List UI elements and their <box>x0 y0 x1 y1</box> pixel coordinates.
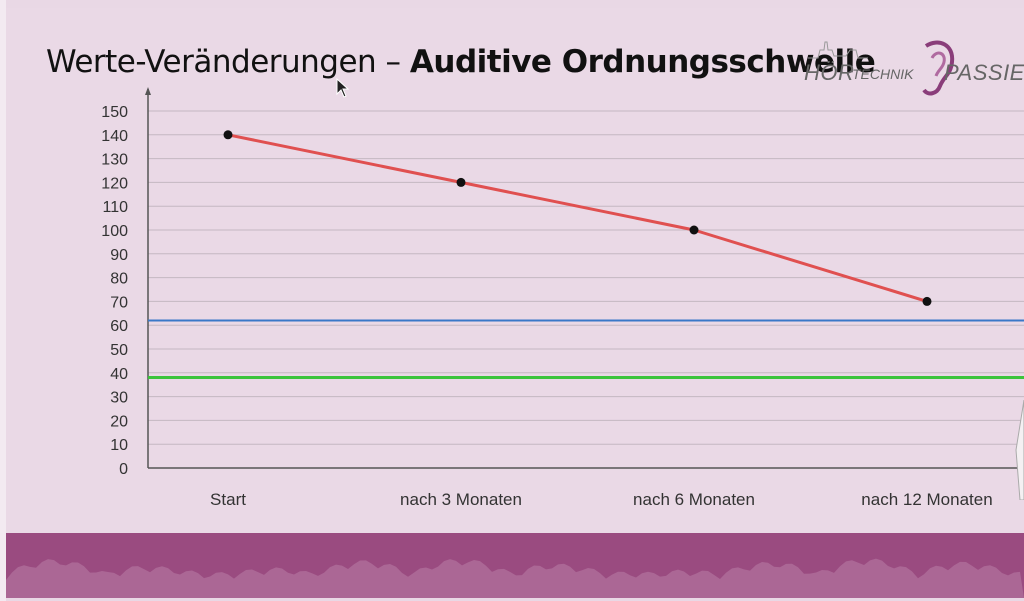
y-tick-label: 140 <box>101 128 128 145</box>
logo: HÖR TECHNIK PASSIEL <box>798 36 1024 106</box>
logo-text-hoer: HÖR <box>804 60 855 85</box>
mouse-cursor-icon <box>336 78 350 98</box>
y-axis-arrow <box>145 87 151 95</box>
data-point <box>223 130 233 140</box>
y-tick-label: 120 <box>101 175 128 192</box>
logo-text-passiel: PASSIEL <box>944 60 1024 85</box>
slide: Werte-Veränderungen – Auditive Ordnungss… <box>6 8 1024 598</box>
data-point <box>922 296 932 306</box>
slide-title: Werte-Veränderungen – Auditive Ordnungss… <box>46 44 876 80</box>
y-tick-label: 90 <box>110 247 128 264</box>
y-tick-label: 20 <box>110 413 128 430</box>
y-tick-label: 10 <box>110 437 128 454</box>
y-tick-label: 0 <box>119 461 128 478</box>
waveform-shape <box>6 558 1024 598</box>
title-bold: Auditive Ordnungsschwelle <box>409 44 876 80</box>
x-tick-label: Start <box>210 490 246 509</box>
y-tick-label: 70 <box>110 294 128 311</box>
x-tick-label: nach 3 Monaten <box>400 490 522 509</box>
title-regular: Werte-Veränderungen – <box>46 44 410 80</box>
y-tick-label: 100 <box>101 223 128 240</box>
pointer-stick-edge <box>1015 400 1024 500</box>
logo-text-technik: TECHNIK <box>852 66 914 82</box>
y-tick-label: 40 <box>110 366 128 383</box>
data-point <box>456 177 466 187</box>
y-tick-label: 150 <box>101 104 128 121</box>
line-chart: 0 10 20 30 40 50 60 70 80 90 100 110 120 130 140 150 Sta… <box>101 87 1024 509</box>
x-tick-label: nach 12 Monaten <box>861 490 992 509</box>
y-tick-label: 110 <box>102 199 128 216</box>
x-tick-label: nach 6 Monaten <box>633 490 755 509</box>
y-tick-label: 60 <box>110 318 128 335</box>
data-point <box>689 225 699 235</box>
series-line <box>227 133 928 303</box>
y-tick-label: 50 <box>110 342 128 359</box>
y-tick-label: 30 <box>110 390 128 407</box>
y-tick-label: 80 <box>110 271 128 288</box>
y-tick-label: 130 <box>101 152 128 169</box>
logo-graphic <box>808 40 955 96</box>
footer-band <box>6 533 1024 598</box>
left-frame <box>0 0 6 601</box>
footer-waveform <box>6 558 1024 598</box>
